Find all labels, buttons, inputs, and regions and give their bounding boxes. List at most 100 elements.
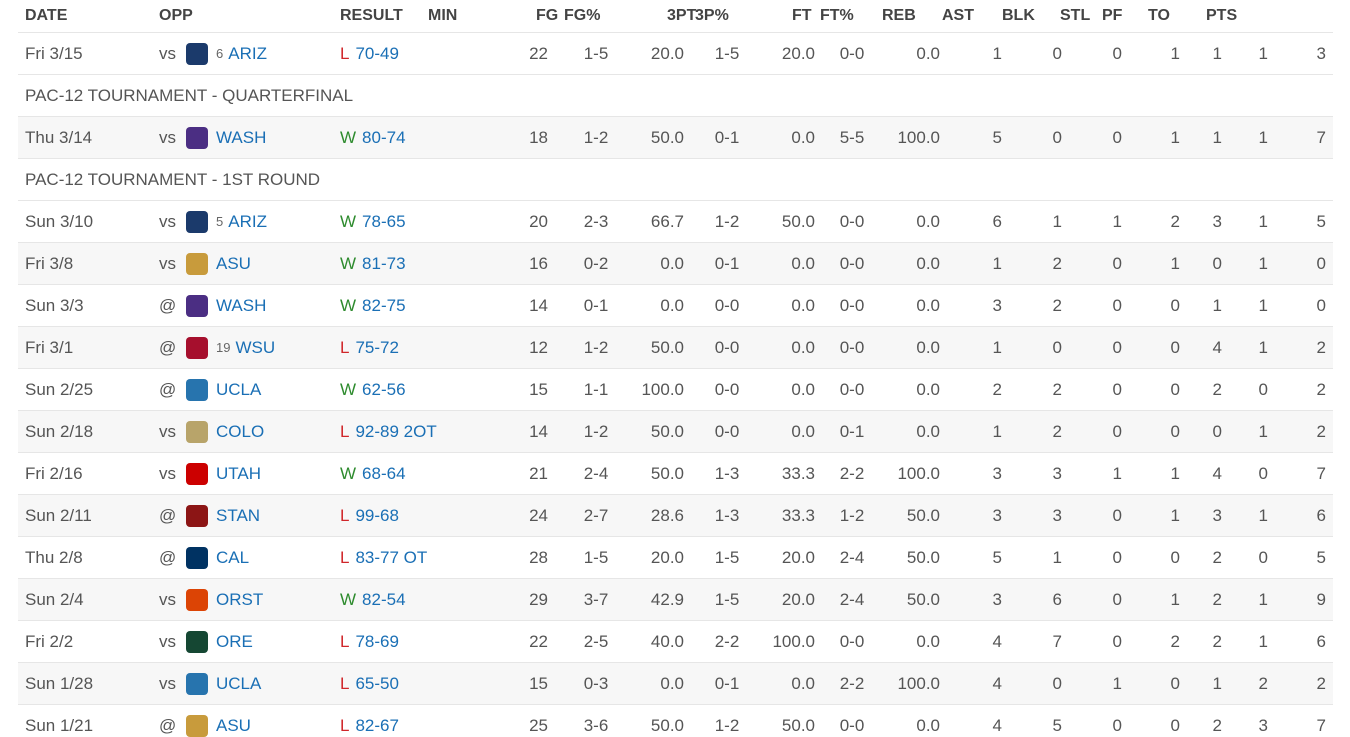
score[interactable]: 78-69 bbox=[355, 631, 399, 651]
team-name[interactable]: UCLA bbox=[216, 673, 262, 693]
stat: 1-2 bbox=[583, 127, 609, 147]
score[interactable]: 70-49 bbox=[355, 43, 399, 63]
team-name[interactable]: WASH bbox=[216, 127, 267, 147]
team-logo bbox=[186, 588, 208, 611]
score[interactable]: 82-54 bbox=[362, 589, 406, 609]
team-logo bbox=[186, 546, 208, 569]
team-name[interactable]: ORE bbox=[216, 631, 253, 651]
team-name[interactable]: ASU bbox=[216, 253, 251, 273]
team-name[interactable]: UCLA bbox=[216, 379, 262, 399]
stat: 0 bbox=[1112, 589, 1122, 609]
stat: 2-5 bbox=[583, 631, 609, 651]
stat: 4 bbox=[992, 715, 1002, 735]
stat: 0-1 bbox=[714, 673, 740, 693]
stat: 50.0 bbox=[650, 715, 684, 735]
score[interactable]: 65-50 bbox=[355, 673, 399, 693]
stat: 0.0 bbox=[916, 211, 940, 231]
stat: 20 bbox=[529, 211, 548, 231]
score[interactable]: 80-74 bbox=[362, 127, 406, 147]
stat: 2-3 bbox=[583, 211, 609, 231]
stat: 1-2 bbox=[583, 337, 609, 357]
opponent: @ CAL bbox=[159, 537, 249, 578]
score[interactable]: 82-67 bbox=[355, 715, 399, 735]
location: vs bbox=[159, 673, 176, 693]
team-name[interactable]: COLO bbox=[216, 421, 265, 441]
team-name[interactable]: ARIZ bbox=[228, 211, 267, 231]
stat: 1 bbox=[1112, 463, 1122, 483]
stat: 1 bbox=[1052, 211, 1062, 231]
stat: 0 bbox=[1112, 43, 1122, 63]
stat: 100.0 bbox=[897, 463, 940, 483]
opponent: @ STAN bbox=[159, 495, 260, 536]
stat: 15 bbox=[529, 379, 548, 399]
score[interactable]: 81-73 bbox=[362, 253, 406, 273]
stat: 2-4 bbox=[839, 547, 865, 567]
score[interactable]: 68-64 bbox=[362, 463, 406, 483]
game-row: Sun 1/21 @ ASU L 82-67 25 3-6 50.0 1-2 50.0 0-0 0.0… bbox=[18, 705, 1333, 737]
stat: 0 bbox=[1052, 43, 1062, 63]
stat: 1 bbox=[1170, 127, 1180, 147]
result: L 70-49 bbox=[340, 33, 399, 74]
stat: 4 bbox=[1212, 463, 1222, 483]
stat: 0-1 bbox=[839, 421, 865, 441]
stat: 0 bbox=[1170, 295, 1180, 315]
date: Sun 3/3 bbox=[25, 295, 84, 315]
stat: 5 bbox=[1316, 211, 1326, 231]
outcome: L bbox=[340, 715, 350, 735]
stat: 0 bbox=[1112, 295, 1122, 315]
team-name[interactable]: STAN bbox=[216, 505, 261, 525]
stat: 1 bbox=[1212, 295, 1222, 315]
stat: 0-0 bbox=[839, 631, 865, 651]
stat: 50.0 bbox=[906, 505, 940, 525]
score[interactable]: 82-75 bbox=[362, 295, 406, 315]
outcome: L bbox=[340, 505, 350, 525]
column-header: FT bbox=[792, 7, 812, 24]
stat: 2 bbox=[1052, 379, 1062, 399]
score[interactable]: 78-65 bbox=[362, 211, 406, 231]
stat: 0 bbox=[1258, 547, 1268, 567]
stat: 12 bbox=[529, 337, 548, 357]
score[interactable]: 62-56 bbox=[362, 379, 406, 399]
location: vs bbox=[159, 43, 176, 63]
stat: 3 bbox=[1212, 505, 1222, 525]
date: Fri 3/1 bbox=[25, 337, 74, 357]
team-name[interactable]: ASU bbox=[216, 715, 251, 735]
game-row: Sun 2/18 vs COLO L 92-89 2OT 14 1-2 50.0 0-0 0.0 0… bbox=[18, 411, 1333, 453]
opponent: vs ORE bbox=[159, 621, 253, 662]
game-row: Sun 3/3 @ WASH W 82-75 14 0-1 0.0 0-0 0.0 0-0 0.0 3 2… bbox=[18, 285, 1333, 327]
team-name[interactable]: ORST bbox=[216, 589, 264, 609]
stat: 2 bbox=[1212, 379, 1222, 399]
score[interactable]: 75-72 bbox=[355, 337, 399, 357]
rank: 19 bbox=[216, 340, 231, 355]
team-name[interactable]: ARIZ bbox=[228, 43, 267, 63]
score[interactable]: 83-77 OT bbox=[355, 547, 428, 567]
location: vs bbox=[159, 589, 176, 609]
date: Fri 3/15 bbox=[25, 43, 83, 63]
team-name[interactable]: WSU bbox=[235, 337, 276, 357]
team-logo bbox=[186, 378, 208, 401]
game-row: Fri 3/1 @19 WSU L 75-72 12 1-2 50.0 0-0 0.0 0-0 0.0… bbox=[18, 327, 1333, 369]
stat: 100.0 bbox=[897, 127, 940, 147]
team-name[interactable]: UTAH bbox=[216, 463, 262, 483]
location: @ bbox=[159, 379, 177, 399]
stat: 1 bbox=[1170, 589, 1180, 609]
stat: 0-3 bbox=[583, 673, 609, 693]
result: L 99-68 bbox=[340, 495, 399, 536]
team-name[interactable]: CAL bbox=[216, 547, 250, 567]
score[interactable]: 92-89 2OT bbox=[355, 421, 437, 441]
stat: 2 bbox=[1212, 715, 1222, 735]
stat: 0-1 bbox=[714, 253, 740, 273]
stat: 0 bbox=[1112, 505, 1122, 525]
stat: 28 bbox=[529, 547, 548, 567]
column-header: FT% bbox=[820, 7, 854, 24]
stat: 1 bbox=[1170, 463, 1180, 483]
team-name[interactable]: WASH bbox=[216, 295, 267, 315]
stat: 2-2 bbox=[839, 463, 865, 483]
section-row: PAC-12 TOURNAMENT - QUARTERFINAL bbox=[18, 75, 1333, 117]
score[interactable]: 99-68 bbox=[355, 505, 399, 525]
stat: 14 bbox=[529, 421, 548, 441]
stat: 2 bbox=[1316, 337, 1326, 357]
outcome: L bbox=[340, 631, 350, 651]
stat: 1 bbox=[992, 43, 1002, 63]
stat: 20.0 bbox=[781, 589, 815, 609]
